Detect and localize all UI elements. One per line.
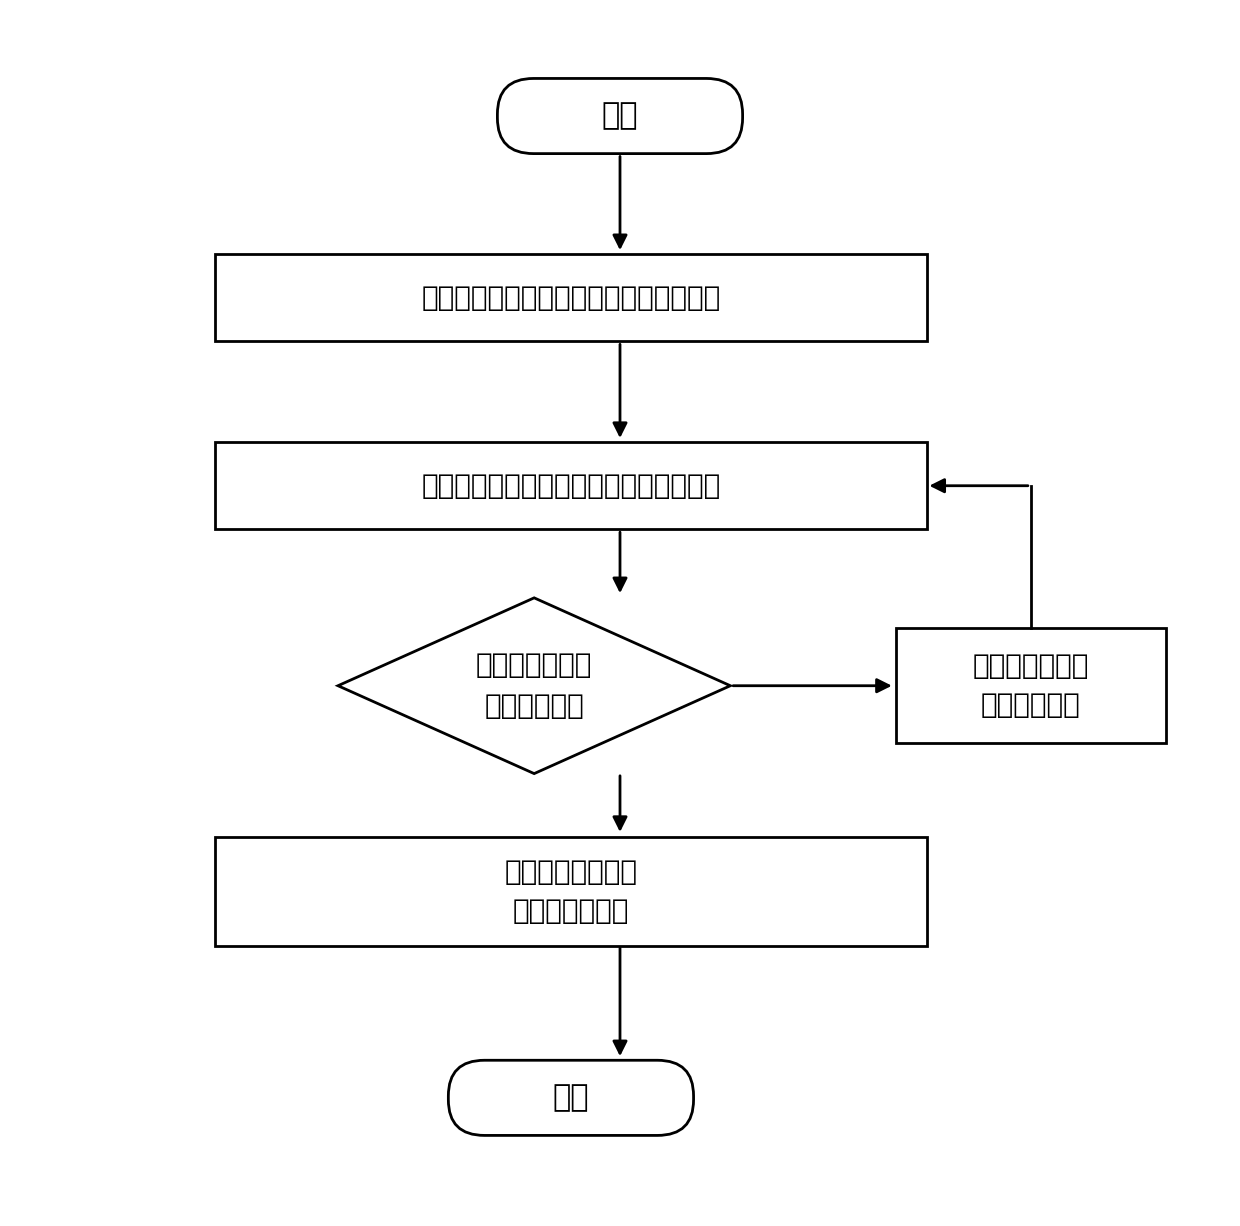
FancyBboxPatch shape [497,78,743,153]
Text: 输入本发明中电力系统模型中控制器增益: 输入本发明中电力系统模型中控制器增益 [422,472,720,500]
FancyBboxPatch shape [216,837,926,946]
Text: 结束: 结束 [553,1084,589,1112]
FancyBboxPatch shape [449,1060,693,1135]
FancyBboxPatch shape [216,443,926,530]
FancyBboxPatch shape [216,254,926,342]
Text: 求解本发明中所
得到的判据三: 求解本发明中所 得到的判据三 [476,651,593,721]
FancyBboxPatch shape [895,628,1166,743]
Text: 对初始的控制器
增益进行调节: 对初始的控制器 增益进行调节 [972,652,1089,720]
Text: 得到系统所能承受
的最大时滞上界: 得到系统所能承受 的最大时滞上界 [505,858,637,926]
Text: 输入本发明中电力系统模型中的各项系数: 输入本发明中电力系统模型中的各项系数 [422,284,720,311]
Text: 开始: 开始 [601,102,639,130]
Polygon shape [339,598,730,774]
